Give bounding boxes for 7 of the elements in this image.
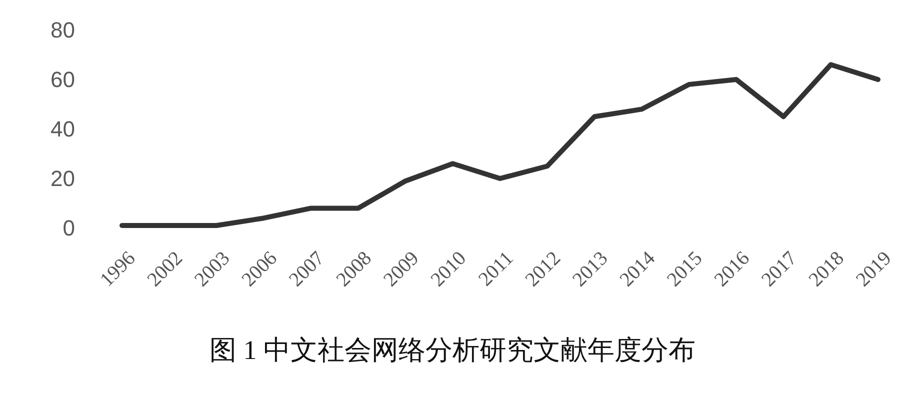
y-tick-label: 80 <box>50 18 75 42</box>
y-tick-label: 40 <box>50 116 75 142</box>
y-tick-label: 0 <box>62 216 75 240</box>
y-tick-label: 20 <box>50 166 75 191</box>
y-tick-label: 60 <box>50 67 75 92</box>
text: 图 1 中文社会网络分析研究文献年度分布 <box>210 335 696 365</box>
x-tick-label: 2011 <box>474 247 518 291</box>
